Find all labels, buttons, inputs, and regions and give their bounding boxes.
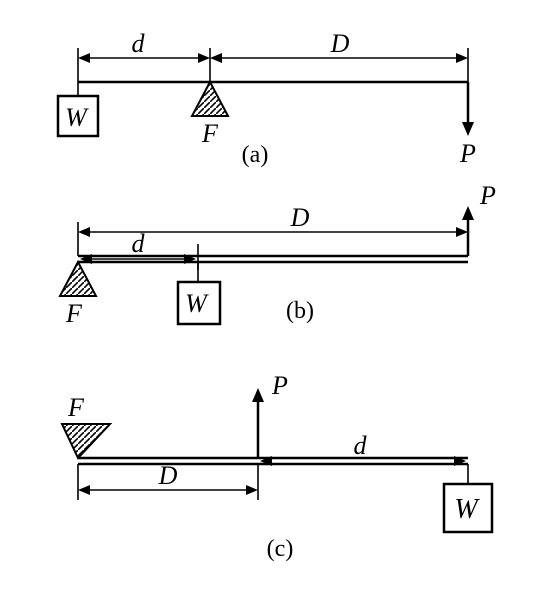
dim-D-label: D [158,461,178,490]
lever-diagrams: d D W F P (a) D [0,0,556,600]
fulcrum-label: F [67,393,85,422]
caption: (c) [267,536,294,562]
fulcrum: F [62,393,110,458]
dim-d-label: d [132,229,146,258]
caption: (b) [286,298,314,324]
dim-D-label: D [290,203,310,232]
fulcrum: F [60,262,96,328]
weight-label: W [65,103,89,132]
dim-D-label: D [330,29,350,58]
dim-d-label: d [132,29,146,58]
weight-label: W [454,494,480,525]
force-label: P [479,181,496,210]
force-label: P [271,371,288,400]
fulcrum-label: F [65,299,83,328]
dim-d-label: d [354,431,368,460]
caption: (a) [242,142,269,168]
diagram-b: D d F W P (b) [60,181,496,328]
diagram-c: F P W D d (c) [62,371,492,562]
force-label: P [459,139,476,168]
fulcrum-label: F [201,119,219,148]
weight-label: W [185,289,209,318]
diagram-a: d D W F P (a) [58,29,476,168]
fulcrum: F [192,82,228,148]
